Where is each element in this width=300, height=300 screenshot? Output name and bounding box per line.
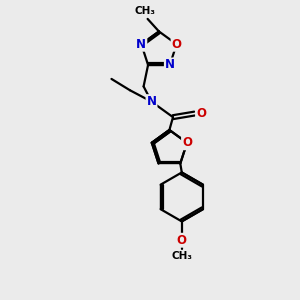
Text: CH₃: CH₃	[135, 5, 156, 16]
Text: N: N	[146, 95, 157, 108]
Text: O: O	[177, 234, 187, 247]
Text: O: O	[182, 136, 192, 149]
Text: N: N	[136, 38, 146, 51]
Text: O: O	[172, 38, 182, 51]
Text: N: N	[165, 58, 175, 71]
Text: CH₃: CH₃	[171, 251, 192, 261]
Text: O: O	[196, 107, 206, 120]
